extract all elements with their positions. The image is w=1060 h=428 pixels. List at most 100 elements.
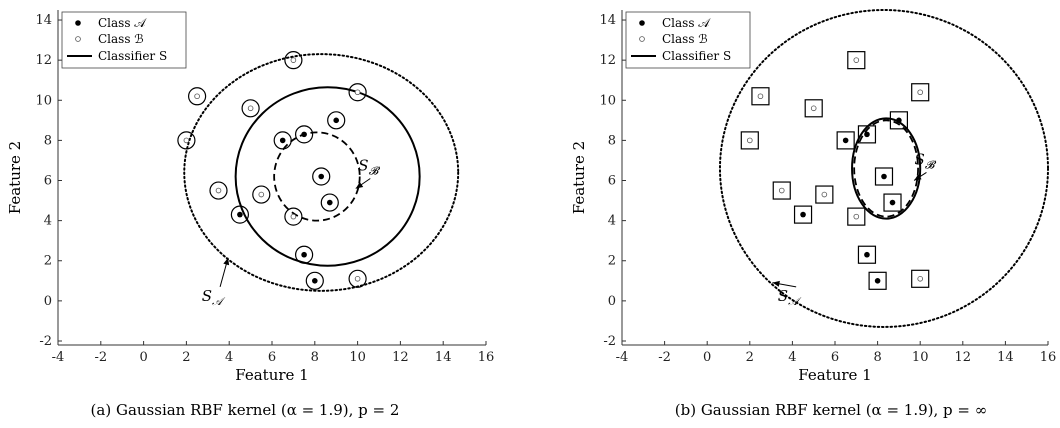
class-b-point [354, 89, 361, 96]
y-tick-label: 10 [35, 93, 52, 108]
x-tick-label: -4 [616, 350, 629, 365]
y-tick-label: 14 [599, 13, 616, 28]
annotation-arrow-head [223, 257, 230, 266]
support-circle-marker [188, 87, 207, 106]
annotation-subscript: 𝓑 [925, 158, 937, 171]
support-circle-marker [348, 83, 367, 102]
x-tick-label: -2 [94, 350, 107, 365]
class-b-point [810, 105, 817, 112]
class-b-point [853, 57, 860, 63]
support-square-marker [857, 125, 877, 144]
support-square-marker [793, 205, 813, 224]
s-a-boundary [183, 53, 460, 292]
x-tick-label: 6 [268, 350, 276, 365]
support-square-marker [911, 83, 930, 102]
legend-box [625, 11, 751, 69]
annotation-main: S [914, 150, 924, 168]
annotation-subscript: 𝓑 [369, 164, 381, 177]
legend-label: Classifier S [662, 49, 731, 63]
s-b-label: S𝓑 [914, 150, 936, 171]
support-circle-marker [348, 269, 367, 288]
class-b-point [757, 93, 764, 100]
s-a-label: S𝒜 [202, 287, 226, 308]
x-tick-label: 2 [182, 350, 190, 365]
legend-label: Class 𝒜 [98, 16, 147, 30]
class-a-point [874, 278, 881, 284]
x-axis-label: Feature 1 [798, 366, 871, 384]
y-tick-label: 8 [44, 133, 52, 148]
class-a-point [864, 131, 870, 138]
class-b-point [258, 191, 265, 198]
s-b-boundary [853, 119, 919, 218]
x-tick-label: 2 [746, 350, 754, 365]
annotation-subscript: 𝒜 [788, 295, 802, 308]
s-b-label: S𝓑 [358, 156, 380, 177]
classifier-s-boundary [851, 117, 922, 220]
support-square-marker [911, 269, 930, 288]
class-b-point [821, 191, 828, 198]
y-tick-label: 12 [599, 53, 616, 68]
support-circle-marker [230, 205, 249, 224]
support-circle-marker [295, 245, 314, 264]
support-square-marker [772, 181, 791, 200]
support-circle-marker [252, 185, 271, 204]
x-tick-label: 12 [955, 350, 972, 365]
y-tick-label: -2 [39, 334, 52, 349]
class-a-point [301, 251, 307, 258]
class-a-point [864, 251, 870, 258]
support-square-marker [874, 167, 894, 186]
support-square-marker [847, 207, 866, 226]
x-tick-label: 0 [139, 350, 147, 365]
support-circle-marker [241, 99, 260, 118]
annotation-main: S [778, 287, 788, 305]
class-a-point [279, 137, 286, 144]
class-a-point [881, 173, 887, 180]
annotation-arrow-head [355, 182, 364, 189]
class-a-point [312, 278, 318, 284]
s-b-boundary [273, 131, 361, 222]
annotation-arrow-head [772, 280, 780, 287]
support-circle-marker [209, 181, 228, 200]
caption-b: (b) Gaussian RBF kernel (α = 1.9), p = ∞ [675, 401, 988, 419]
support-square-marker [883, 193, 902, 212]
y-tick-label: -2 [603, 334, 616, 349]
class-b-point [917, 276, 923, 282]
y-tick-label: 4 [608, 214, 616, 229]
x-tick-label: 14 [435, 350, 452, 365]
support-square-marker [857, 245, 877, 264]
support-square-marker [751, 87, 770, 106]
class-a-point [301, 131, 307, 138]
x-tick-label: -4 [52, 350, 65, 365]
class-b-point [746, 137, 753, 144]
class-b-point [354, 276, 361, 282]
x-tick-label: 16 [478, 350, 495, 365]
annotation-subscript: 𝒜 [212, 295, 226, 308]
class-a-point [889, 199, 896, 206]
y-tick-label: 8 [608, 133, 616, 148]
class-b-point [183, 137, 190, 144]
y-tick-label: 10 [599, 93, 616, 108]
classifier-s-boundary [234, 86, 421, 267]
x-tick-label: 8 [873, 350, 881, 365]
x-tick-label: 6 [831, 350, 839, 365]
support-circle-marker [273, 131, 292, 150]
support-square-marker [804, 99, 823, 118]
class-b-point [290, 213, 297, 220]
legend-box [61, 11, 187, 69]
y-tick-label: 0 [608, 294, 616, 309]
support-circle-marker [305, 271, 324, 290]
support-circle-marker [284, 51, 303, 70]
s-a-boundary [718, 9, 1049, 328]
y-tick-label: 4 [44, 214, 52, 229]
y-tick-label: 6 [44, 174, 52, 189]
class-a-point [318, 173, 325, 180]
caption-a: (a) Gaussian RBF kernel (α = 1.9), p = 2 [91, 401, 400, 419]
legend-class-a-swatch [75, 20, 81, 26]
s-a-label: S𝒜 [778, 287, 802, 308]
class-b-point [917, 89, 923, 96]
support-square-marker [815, 185, 834, 204]
y-tick-label: 2 [44, 254, 52, 269]
y-tick-label: 2 [608, 254, 616, 269]
legend-label: Classifier S [98, 49, 167, 63]
x-tick-label: 0 [703, 350, 711, 365]
